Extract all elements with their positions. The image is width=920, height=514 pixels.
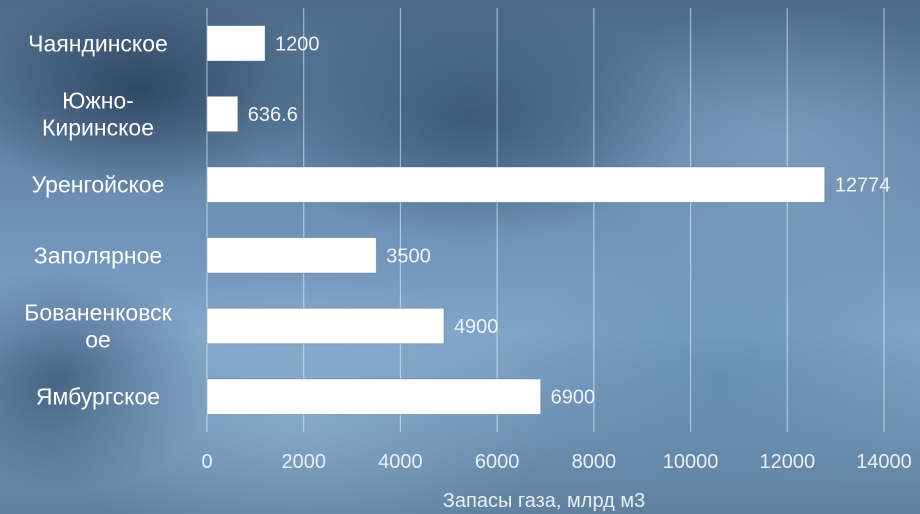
x-tick-label: 4000 [378,451,423,473]
x-tick-label: 12000 [759,451,815,473]
bar [206,95,239,133]
category-label: Бованенковск ое [24,300,172,353]
category-label: Чаяндинское [28,30,168,56]
value-label: 12774 [835,175,891,197]
bar [206,25,266,62]
category-label: Южно-Киринское [42,88,154,141]
value-label: 4900 [454,316,499,338]
x-tick-label: 8000 [572,451,617,473]
gridlines [206,8,885,432]
value-label: 3500 [386,245,431,267]
value-label: 6900 [551,387,596,409]
category-label: Заполярное [34,242,162,268]
bar [206,166,826,203]
x-tick-label: 10000 [663,451,719,473]
x-tick-labels: 0 2000 4000 6000 8000 10000 12000 14000 [201,451,911,473]
category-label: Ямбургское [36,384,160,410]
x-tick-label: 0 [201,451,212,473]
category-label: Уренгойское [32,172,165,198]
bars [206,25,826,415]
value-label: 1200 [275,33,320,55]
x-tick-label: 2000 [281,451,326,473]
bar [206,237,377,274]
value-label: 636.6 [248,104,298,126]
category-labels: Ямбургское Бованенковск ое Заполярное Уренго… [24,30,172,409]
bar [206,307,445,345]
bar [206,378,542,415]
value-labels: 6900 4900 3500 12774 636.6 1200 [248,33,891,408]
x-tick-label: 14000 [856,451,912,473]
x-tick-label: 6000 [475,451,520,473]
x-axis-title: Запасы газа, млрд м3 [443,490,645,512]
